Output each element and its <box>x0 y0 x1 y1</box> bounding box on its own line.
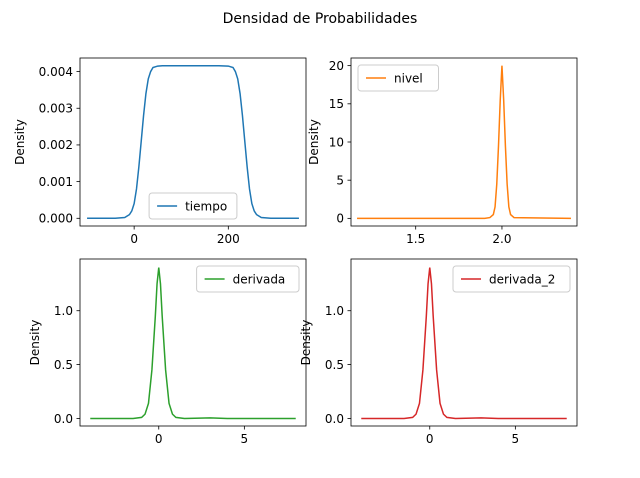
legend-label: derivada_2 <box>489 273 555 287</box>
y-tick-label: 20 <box>329 59 344 73</box>
subplot-2: 1.5 2.0 0 5 10 15 20 Density nivel <box>307 57 578 246</box>
legend-box <box>196 265 300 293</box>
figure-title: Densidad de Probabilidades <box>223 11 418 27</box>
y-tick-label: 0.002 <box>39 138 73 152</box>
y-axis-label: Density <box>28 320 42 366</box>
y-tick-label: 5 <box>336 173 344 187</box>
y-tick-label: 0.0 <box>54 412 73 426</box>
subplot-1: 0 200 0.000 0.001 0.002 0.003 0.004 Density tiem… <box>13 57 307 246</box>
legend-label: derivada <box>233 273 286 287</box>
x-tick-label: 200 <box>217 232 240 246</box>
y-tick-label: 0.5 <box>54 358 73 372</box>
y-tick-label: 1.0 <box>54 304 73 318</box>
legend-label: tiempo <box>185 200 227 214</box>
legend: derivada <box>196 265 300 293</box>
x-tick-label: 5 <box>512 432 520 446</box>
y-axis-label: Density <box>299 320 313 366</box>
series-line-derivada <box>90 267 296 420</box>
y-tick-label: 0.001 <box>39 175 73 189</box>
axes-frame <box>79 258 307 427</box>
x-tick-label: 1.5 <box>406 232 425 246</box>
legend: tiempo <box>148 192 238 220</box>
y-axis-label: Density <box>307 119 321 165</box>
axes-frame <box>79 57 307 227</box>
legend-label: nivel <box>394 72 423 86</box>
x-tick-label: 5 <box>241 432 249 446</box>
y-tick-label: 0.003 <box>39 102 73 116</box>
y-tick-label: 0.000 <box>39 212 73 226</box>
series-line-nivel <box>357 65 571 220</box>
y-tick-label: 15 <box>329 97 344 111</box>
legend: nivel <box>357 64 439 92</box>
y-tick-label: 1.0 <box>325 304 344 318</box>
x-tick-label: 0 <box>130 232 138 246</box>
legend-box <box>357 64 439 92</box>
y-tick-label: 0 <box>336 212 344 226</box>
axes-frame <box>350 258 578 427</box>
y-tick-label: 0.5 <box>325 358 344 372</box>
series-line-tiempo <box>87 64 299 220</box>
legend-box <box>452 265 571 293</box>
x-tick-label: 0 <box>155 432 163 446</box>
y-tick-label: 10 <box>329 135 344 149</box>
legend: derivada_2 <box>452 265 571 293</box>
series-line-derivada_2 <box>361 267 567 420</box>
x-tick-label: 2.0 <box>492 232 511 246</box>
x-tick-label: 0 <box>426 432 434 446</box>
y-tick-label: 0.0 <box>325 412 344 426</box>
subplot-3: 0 5 0.0 0.5 1.0 Density derivada <box>28 258 307 446</box>
y-tick-label: 0.004 <box>39 65 73 79</box>
subplot-4: 0 5 0.0 0.5 1.0 Density derivada_2 <box>299 258 578 446</box>
y-axis-label: Density <box>13 119 27 165</box>
legend-box <box>148 192 238 220</box>
